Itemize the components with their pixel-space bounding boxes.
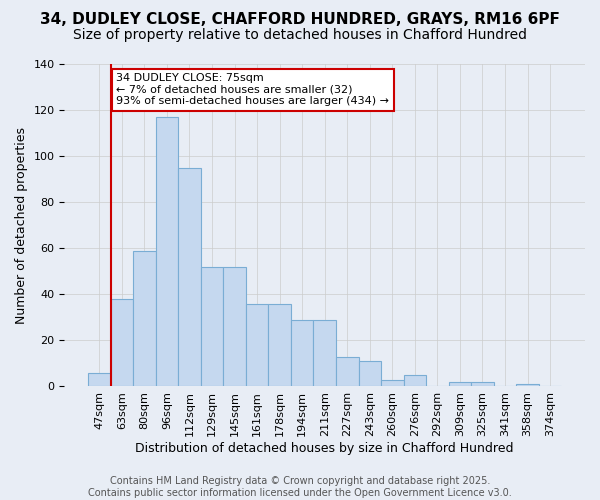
- Bar: [381, 380, 404, 386]
- Text: Size of property relative to detached houses in Chafford Hundred: Size of property relative to detached ho…: [73, 28, 527, 42]
- Bar: [291, 320, 313, 386]
- Bar: [313, 320, 336, 386]
- Bar: [246, 304, 268, 386]
- Bar: [110, 299, 133, 386]
- Bar: [471, 382, 494, 386]
- Text: 34 DUDLEY CLOSE: 75sqm
← 7% of detached houses are smaller (32)
93% of semi-deta: 34 DUDLEY CLOSE: 75sqm ← 7% of detached …: [116, 73, 389, 106]
- Bar: [178, 168, 201, 386]
- Y-axis label: Number of detached properties: Number of detached properties: [15, 126, 28, 324]
- Text: Contains HM Land Registry data © Crown copyright and database right 2025.
Contai: Contains HM Land Registry data © Crown c…: [88, 476, 512, 498]
- Bar: [201, 266, 223, 386]
- Bar: [449, 382, 471, 386]
- Text: 34, DUDLEY CLOSE, CHAFFORD HUNDRED, GRAYS, RM16 6PF: 34, DUDLEY CLOSE, CHAFFORD HUNDRED, GRAY…: [40, 12, 560, 28]
- X-axis label: Distribution of detached houses by size in Chafford Hundred: Distribution of detached houses by size …: [136, 442, 514, 455]
- Bar: [268, 304, 291, 386]
- Bar: [516, 384, 539, 386]
- Bar: [155, 117, 178, 386]
- Bar: [223, 266, 246, 386]
- Bar: [359, 361, 381, 386]
- Bar: [336, 356, 359, 386]
- Bar: [88, 372, 110, 386]
- Bar: [133, 250, 155, 386]
- Bar: [404, 375, 426, 386]
